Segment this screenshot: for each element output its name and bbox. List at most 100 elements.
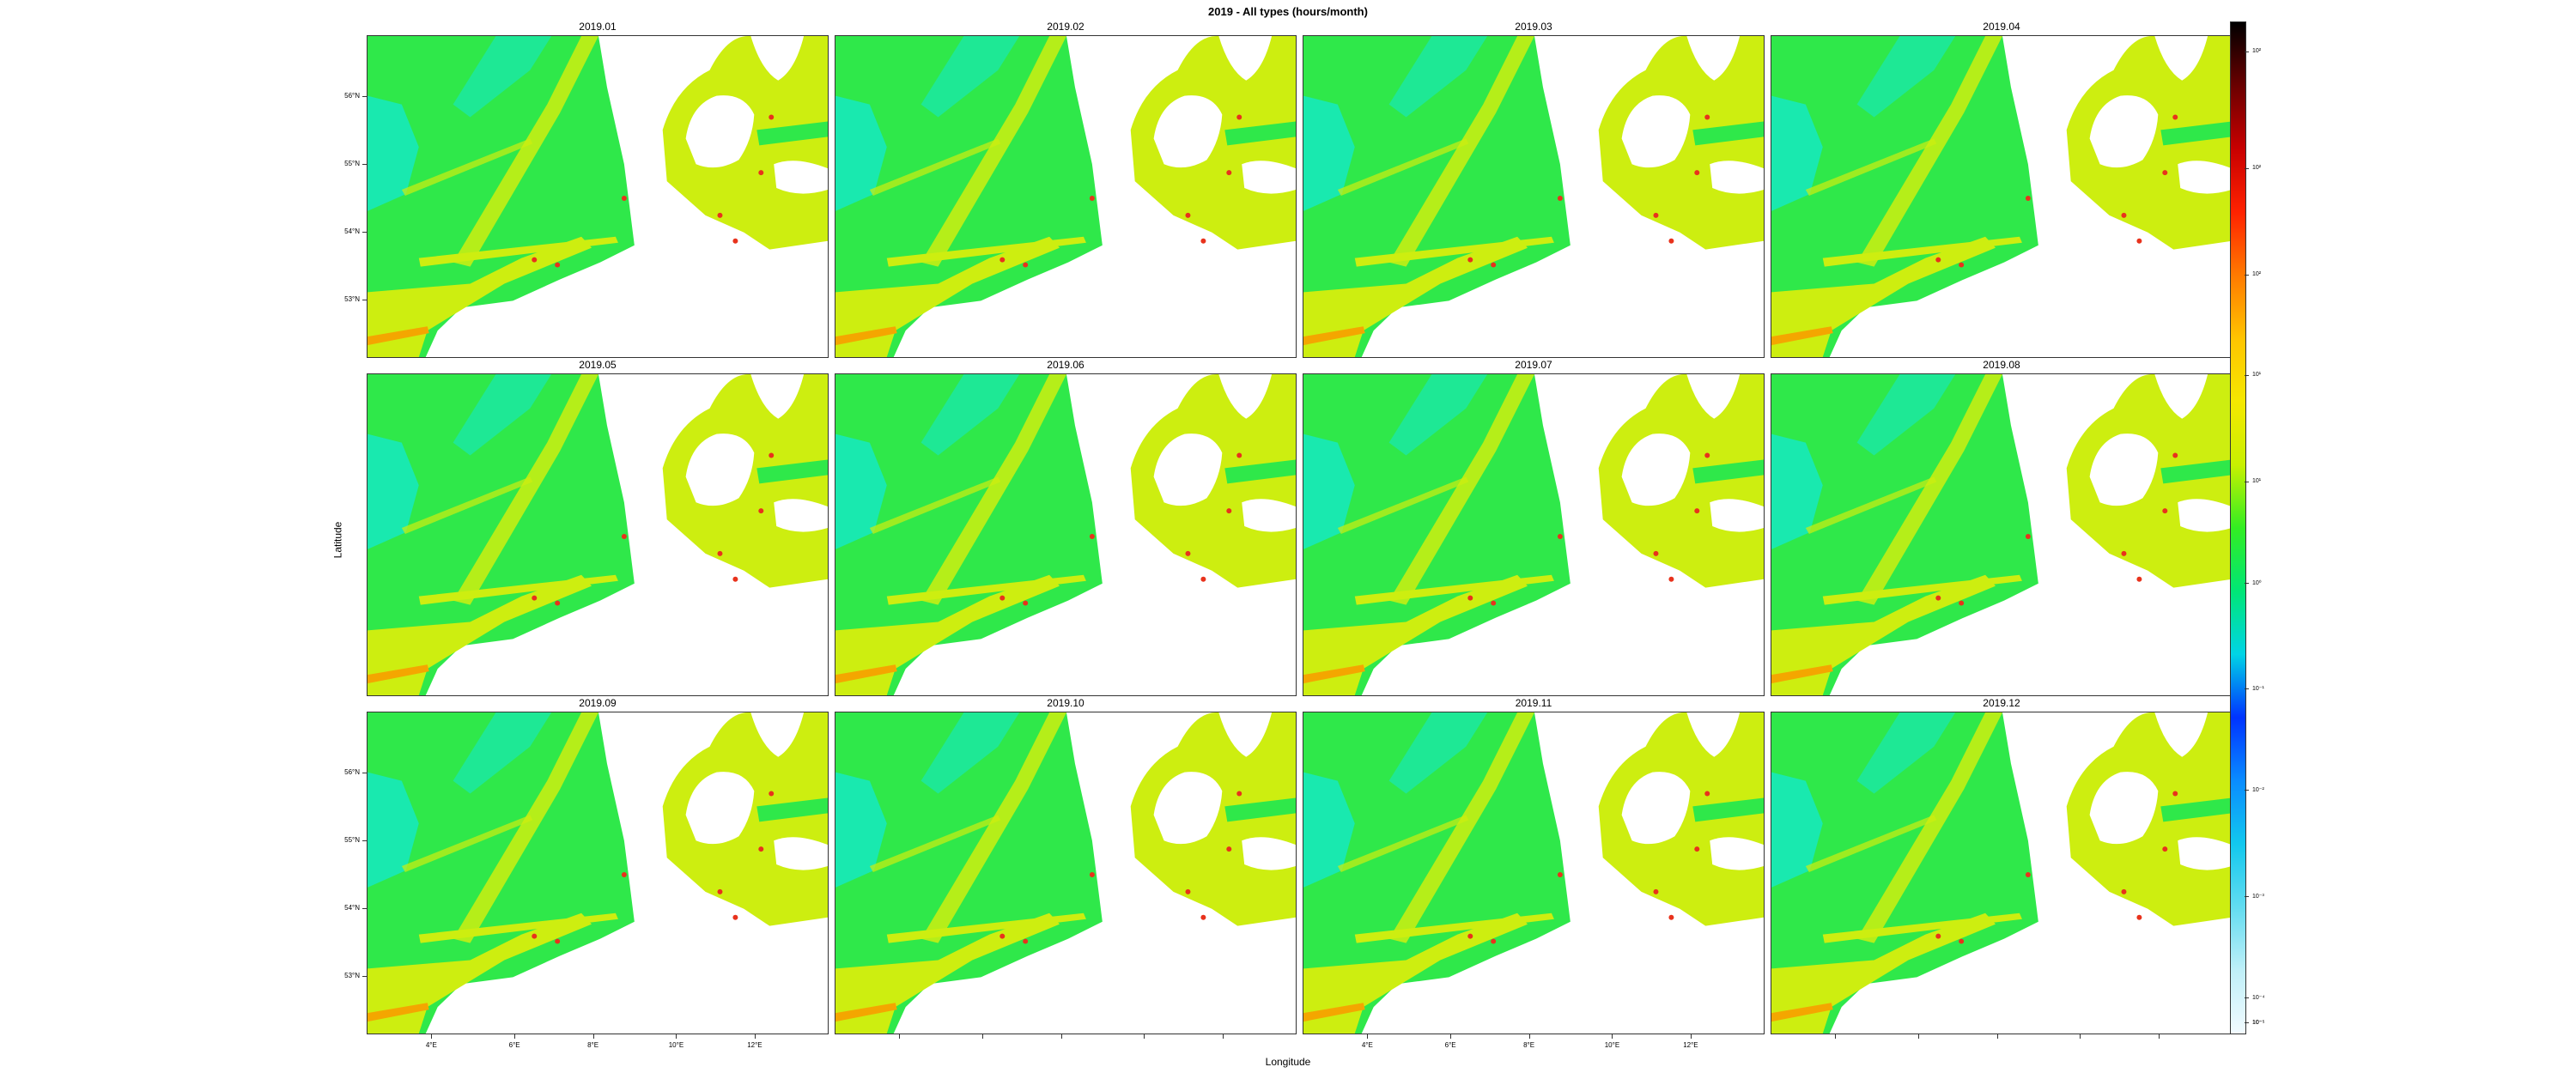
sparse-traffic-area	[1856, 712, 1956, 794]
panel-title: 2019.11	[1515, 697, 1552, 709]
sparse-traffic-area	[1388, 712, 1488, 794]
colorbar-tick	[2245, 790, 2249, 791]
x-tick	[1060, 1034, 1062, 1039]
port-hotspot	[1668, 914, 1674, 920]
coastal-traffic	[368, 236, 592, 357]
map-frame	[367, 35, 829, 358]
sparse-traffic-area	[1388, 374, 1488, 456]
x-tick	[982, 1034, 984, 1039]
port-hotspot	[621, 872, 627, 877]
port-hotspot	[621, 196, 627, 201]
land-area	[750, 712, 805, 757]
baltic-lane	[2160, 459, 2232, 484]
sparse-traffic-area	[920, 374, 1020, 456]
map-panel: 2019.05	[367, 359, 829, 696]
shipping-lane	[418, 912, 618, 943]
port-hotspot	[1935, 933, 1941, 939]
baltic-lane	[1692, 121, 1764, 146]
baltic-lane	[2160, 797, 2232, 822]
sparse-traffic-area	[1856, 36, 1956, 118]
land-area	[2154, 374, 2208, 419]
land-area	[2089, 95, 2159, 168]
shipping-lane	[1337, 815, 1469, 873]
y-tick	[362, 976, 367, 978]
x-tick	[514, 1034, 516, 1039]
port-area	[1771, 664, 1833, 684]
y-tick-label: 56°N	[344, 768, 360, 777]
map-frame	[835, 712, 1297, 1034]
port-hotspot	[999, 595, 1005, 601]
density-map	[1303, 36, 1764, 357]
x-tick	[2080, 1034, 2081, 1039]
port-hotspot	[758, 508, 764, 514]
x-tick	[1144, 1034, 1145, 1039]
shipping-lane	[1856, 36, 2002, 267]
y-tick-label: 54°N	[344, 227, 360, 236]
y-tick	[362, 908, 367, 910]
panel-title: 2019.09	[579, 697, 617, 709]
x-tick	[899, 1034, 901, 1039]
port-hotspot	[1491, 262, 1497, 268]
panel-title: 2019.07	[1515, 359, 1552, 371]
port-hotspot	[1023, 600, 1029, 606]
port-hotspot	[1023, 938, 1029, 944]
coastal-traffic	[1303, 912, 1528, 1034]
x-tick-label: 6°E	[1444, 1041, 1456, 1049]
port-hotspot	[758, 846, 764, 852]
port-hotspot	[2136, 914, 2142, 920]
port-hotspot	[1236, 114, 1242, 120]
panel-title: 2019.12	[1983, 697, 2020, 709]
density-map	[368, 374, 828, 695]
port-hotspot	[2136, 576, 2142, 582]
x-tick-label: 10°E	[668, 1041, 684, 1049]
sparse-traffic-area	[453, 374, 552, 456]
panel-title: 2019.06	[1047, 359, 1084, 371]
colorbar	[2230, 21, 2246, 1034]
x-tick	[754, 1034, 756, 1039]
x-tick	[592, 1034, 594, 1039]
panel-title: 2019.04	[1983, 21, 2020, 33]
port-hotspot	[1185, 550, 1191, 556]
land-area	[2154, 36, 2208, 81]
shipping-lane	[401, 815, 533, 873]
port-hotspot	[1226, 508, 1232, 514]
map-frame	[1303, 35, 1765, 358]
density-map	[368, 712, 828, 1034]
port-hotspot	[1935, 595, 1941, 601]
port-area	[835, 326, 897, 346]
port-hotspot	[769, 452, 775, 458]
map-panel: 2019.04	[1771, 21, 2233, 358]
colorbar-tick-label: 10¹	[2252, 372, 2262, 379]
colorbar-tick-label: 10⁻¹	[2252, 686, 2264, 693]
coastal-traffic	[835, 574, 1060, 695]
land-area	[1218, 36, 1273, 81]
land-area	[2178, 161, 2232, 194]
port-hotspot	[2121, 888, 2127, 894]
density-map	[1303, 712, 1764, 1034]
coastal-traffic	[1771, 574, 1996, 695]
map-panel: 2019.06	[835, 359, 1297, 696]
port-hotspot	[732, 238, 738, 244]
y-tick-label: 53°N	[344, 972, 360, 980]
land-area	[1242, 161, 1296, 194]
x-tick-label: 10°E	[1604, 1041, 1620, 1049]
coastal-traffic	[1303, 574, 1528, 695]
shipping-lane	[1388, 374, 1534, 605]
sparse-traffic-area	[920, 712, 1020, 794]
port-hotspot	[1491, 600, 1497, 606]
port-hotspot	[1935, 257, 1941, 263]
land-area	[1621, 95, 1691, 168]
shipping-lane	[1388, 712, 1534, 943]
port-hotspot	[1704, 791, 1710, 797]
shipping-lane	[886, 574, 1086, 605]
port-hotspot	[1959, 938, 1965, 944]
port-hotspot	[2172, 114, 2178, 120]
coastal-traffic	[368, 574, 592, 695]
port-hotspot	[1089, 872, 1095, 877]
map-frame	[367, 712, 829, 1034]
baltic-lane	[756, 797, 828, 822]
colorbar-tick	[2245, 1022, 2249, 1024]
port-hotspot	[2172, 791, 2178, 797]
land-area	[2178, 499, 2232, 532]
shipping-lane	[886, 912, 1086, 943]
